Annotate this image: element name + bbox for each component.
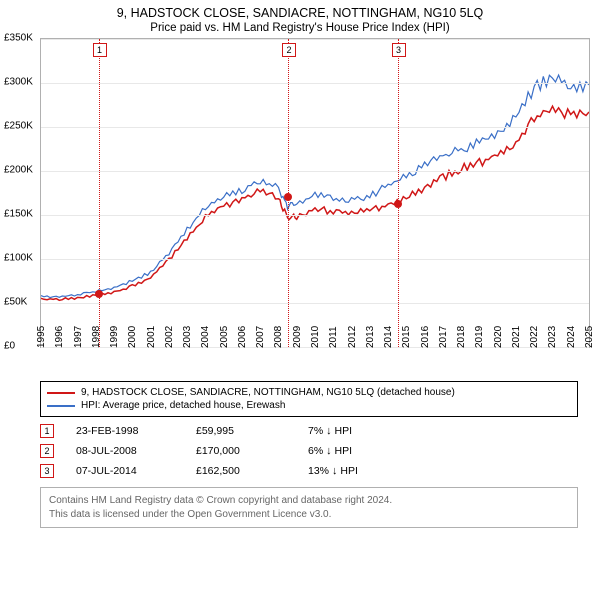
- marker-line: [398, 39, 399, 347]
- legend-label: HPI: Average price, detached house, Erew…: [81, 400, 285, 411]
- page-subtitle: Price paid vs. HM Land Registry's House …: [0, 20, 600, 38]
- sales-table: 1 23-FEB-1998 £59,995 7% ↓ HPI 2 08-JUL-2008 £…: [40, 421, 578, 481]
- sale-date: 08-JUL-2008: [76, 445, 174, 457]
- x-tick-label: 2021: [511, 326, 522, 348]
- sale-marker: 1: [40, 424, 54, 438]
- marker-line: [99, 39, 100, 347]
- marker-box: 2: [282, 43, 296, 57]
- sale-marker: 2: [40, 444, 54, 458]
- y-tick-label: £300K: [4, 77, 33, 88]
- x-tick-label: 2020: [493, 326, 504, 348]
- footer-line: This data is licensed under the Open Gov…: [49, 508, 569, 522]
- y-tick-label: £250K: [4, 121, 33, 132]
- x-tick-label: 2005: [219, 326, 230, 348]
- legend-row: HPI: Average price, detached house, Erew…: [47, 399, 571, 412]
- legend-swatch: [47, 405, 75, 407]
- x-tick-label: 1998: [91, 326, 102, 348]
- sale-price: £162,500: [196, 465, 286, 477]
- sale-price: £170,000: [196, 445, 286, 457]
- sale-date: 23-FEB-1998: [76, 425, 174, 437]
- x-tick-label: 2017: [438, 326, 449, 348]
- x-tick-label: 2016: [420, 326, 431, 348]
- series-red: [41, 106, 589, 300]
- footer: Contains HM Land Registry data © Crown c…: [40, 487, 578, 528]
- x-tick-label: 2015: [401, 326, 412, 348]
- marker-dot: [284, 193, 292, 201]
- y-tick-label: £100K: [4, 253, 33, 264]
- legend: 9, HADSTOCK CLOSE, SANDIACRE, NOTTINGHAM…: [40, 381, 578, 417]
- x-tick-label: 2019: [474, 326, 485, 348]
- x-tick-label: 2014: [383, 326, 394, 348]
- marker-box: 3: [392, 43, 406, 57]
- series-blue: [41, 75, 589, 298]
- plot-area: 1 2 3: [40, 38, 590, 348]
- x-tick-label: 1996: [54, 326, 65, 348]
- x-tick-label: 1995: [36, 326, 47, 348]
- marker-dot: [394, 200, 402, 208]
- legend-row: 9, HADSTOCK CLOSE, SANDIACRE, NOTTINGHAM…: [47, 386, 571, 399]
- x-tick-label: 2022: [529, 326, 540, 348]
- x-tick-label: 2011: [328, 326, 339, 348]
- y-tick-label: £150K: [4, 209, 33, 220]
- sale-marker: 3: [40, 464, 54, 478]
- x-tick-label: 2006: [237, 326, 248, 348]
- x-tick-label: 1997: [73, 326, 84, 348]
- marker-box: 1: [93, 43, 107, 57]
- sale-note: 13% ↓ HPI: [308, 465, 578, 477]
- x-tick-label: 1999: [109, 326, 120, 348]
- x-tick-label: 2013: [365, 326, 376, 348]
- x-tick-label: 2012: [347, 326, 358, 348]
- table-row: 3 07-JUL-2014 £162,500 13% ↓ HPI: [40, 461, 578, 481]
- x-tick-label: 2002: [164, 326, 175, 348]
- x-tick-label: 2008: [273, 326, 284, 348]
- x-tick-label: 2001: [146, 326, 157, 348]
- x-tick-label: 2004: [200, 326, 211, 348]
- sale-price: £59,995: [196, 425, 286, 437]
- table-row: 1 23-FEB-1998 £59,995 7% ↓ HPI: [40, 421, 578, 441]
- x-tick-label: 2018: [456, 326, 467, 348]
- legend-swatch: [47, 392, 75, 394]
- y-tick-label: £200K: [4, 165, 33, 176]
- sale-note: 7% ↓ HPI: [308, 425, 578, 437]
- x-tick-label: 2023: [547, 326, 558, 348]
- x-tick-label: 2010: [310, 326, 321, 348]
- marker-dot: [95, 290, 103, 298]
- chart: 123 £0£50K£100K£150K£200K£250K£300K£350K…: [32, 38, 592, 373]
- x-tick-label: 2000: [127, 326, 138, 348]
- legend-label: 9, HADSTOCK CLOSE, SANDIACRE, NOTTINGHAM…: [81, 387, 455, 398]
- x-tick-label: 2024: [566, 326, 577, 348]
- page-title: 9, HADSTOCK CLOSE, SANDIACRE, NOTTINGHAM…: [0, 0, 600, 20]
- sale-date: 07-JUL-2014: [76, 465, 174, 477]
- x-tick-label: 2003: [182, 326, 193, 348]
- x-tick-label: 2009: [292, 326, 303, 348]
- y-tick-label: £350K: [4, 33, 33, 44]
- y-tick-label: £50K: [4, 297, 27, 308]
- x-tick-label: 2025: [584, 326, 595, 348]
- x-tick-label: 2007: [255, 326, 266, 348]
- sale-note: 6% ↓ HPI: [308, 445, 578, 457]
- table-row: 2 08-JUL-2008 £170,000 6% ↓ HPI: [40, 441, 578, 461]
- footer-line: Contains HM Land Registry data © Crown c…: [49, 494, 569, 508]
- y-tick-label: £0: [4, 341, 15, 352]
